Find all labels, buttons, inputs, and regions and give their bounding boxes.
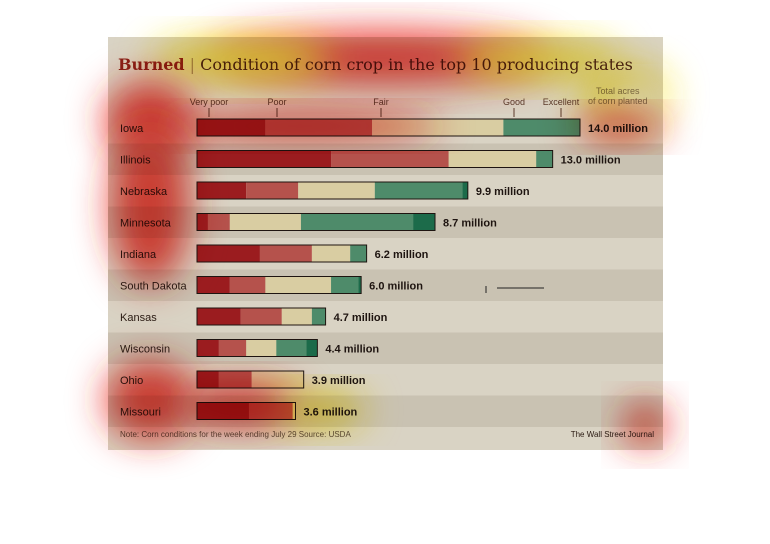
bar-segment-poor <box>207 213 230 231</box>
value-label: 9.9 million <box>476 186 530 198</box>
bar-segment-good <box>350 245 367 262</box>
bar-segment-very-poor <box>197 308 241 325</box>
bar-segment-fair <box>265 276 332 294</box>
heatmap-blob <box>180 383 300 427</box>
bar-segment-good <box>536 150 553 168</box>
bar-segment-fair <box>229 213 301 231</box>
bar-segment-poor <box>259 245 312 262</box>
heatmap-blob <box>575 113 665 141</box>
bar-segment-poor <box>331 150 449 168</box>
bar-outline <box>196 213 436 231</box>
bar-segment-fair <box>298 182 375 199</box>
scale-label-good: Good <box>503 97 525 107</box>
row-band <box>108 332 663 364</box>
heatmap-blob <box>275 392 365 428</box>
bar-segment-very-poor <box>197 276 230 294</box>
footnote: Note: Corn conditions for the week endin… <box>120 430 351 439</box>
bar-segment-fair <box>251 371 304 388</box>
bar-segment-good <box>331 276 359 294</box>
bar-segment-very-poor <box>197 339 219 357</box>
bar-segment-very-poor <box>197 213 208 231</box>
bar-segment-excellent <box>462 182 468 199</box>
value-label: 3.9 million <box>312 375 366 387</box>
value-label: 8.7 million <box>443 217 497 229</box>
heatmap-blob <box>610 82 670 118</box>
bar-segment-good <box>503 119 580 136</box>
bar-segment-fair <box>311 245 351 262</box>
credit: The Wall Street Journal <box>571 430 655 439</box>
scale-label-very-poor: Very poor <box>190 97 229 107</box>
value-label: 6.2 million <box>375 249 429 261</box>
bar-segment-good <box>300 213 414 231</box>
bar-outline <box>196 339 318 357</box>
bar-segment-poor <box>229 276 266 294</box>
bar-segment-poor <box>246 182 299 199</box>
bar-segment-poor <box>240 308 282 325</box>
state-label: South Dakota <box>120 280 188 292</box>
bar-outline <box>196 150 554 168</box>
bar-segment-fair <box>281 308 312 325</box>
bar-segment-poor <box>218 339 247 357</box>
bar-outline <box>196 244 368 263</box>
scale-label-excellent: Excellent <box>543 97 580 107</box>
bar-segment-very-poor <box>197 182 247 199</box>
bar-segment-excellent <box>358 276 362 294</box>
bar-outline <box>196 307 327 326</box>
bar-outline <box>196 276 362 294</box>
bar-segment-fair <box>246 339 277 357</box>
value-label: 4.4 million <box>325 343 379 355</box>
bar-segment-good <box>311 308 326 325</box>
bar-segment-fair <box>448 150 537 168</box>
bar-segment-good <box>276 339 307 357</box>
bar-segment-good <box>374 182 463 199</box>
scale-label-poor: Poor <box>267 97 286 107</box>
value-label: 13.0 million <box>561 154 621 166</box>
heatmap-blob <box>150 38 330 82</box>
bar-segment-very-poor <box>197 371 219 388</box>
state-label: Wisconsin <box>120 343 170 355</box>
bar-segment-excellent <box>306 339 318 357</box>
scale-label-fair: Fair <box>373 97 389 107</box>
heatmap-blob <box>105 360 195 440</box>
heatmap-blob <box>460 40 620 80</box>
value-label: 6.0 million <box>369 280 423 292</box>
bar-segment-very-poor <box>197 150 332 168</box>
heatmap-blob <box>160 112 440 140</box>
bar-segment-excellent <box>413 213 436 231</box>
value-label: 4.7 million <box>334 312 388 324</box>
bar-outline <box>196 181 469 200</box>
bar-segment-very-poor <box>197 245 260 262</box>
heatmap-blob <box>623 403 667 447</box>
heatmap-blob <box>110 125 190 285</box>
state-label: Kansas <box>120 312 157 324</box>
